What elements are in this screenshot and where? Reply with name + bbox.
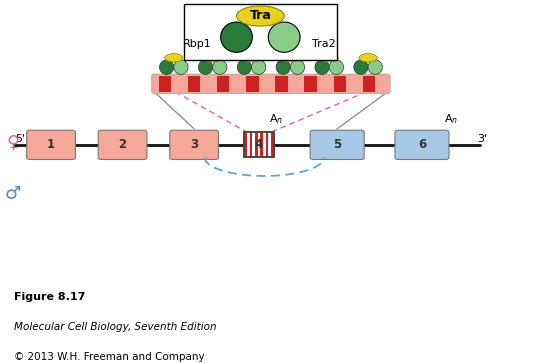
Text: Rbp1: Rbp1 — [182, 39, 211, 49]
Ellipse shape — [160, 60, 174, 74]
Ellipse shape — [237, 60, 251, 74]
Bar — [333, 76, 346, 92]
Bar — [260, 132, 263, 158]
Ellipse shape — [242, 54, 260, 62]
Bar — [244, 132, 273, 158]
Ellipse shape — [320, 54, 338, 62]
Bar — [255, 132, 258, 158]
Text: 2: 2 — [118, 138, 126, 151]
Bar — [188, 76, 200, 92]
Bar — [159, 76, 171, 92]
FancyBboxPatch shape — [170, 130, 219, 159]
Text: A$_n$: A$_n$ — [269, 112, 284, 126]
Text: 5': 5' — [15, 134, 25, 144]
Bar — [250, 132, 252, 158]
Ellipse shape — [251, 60, 266, 74]
Text: 3: 3 — [190, 138, 198, 151]
Text: ♂: ♂ — [5, 185, 21, 203]
Ellipse shape — [315, 60, 329, 74]
Text: 3': 3' — [478, 134, 488, 144]
Ellipse shape — [281, 54, 300, 62]
Ellipse shape — [165, 54, 183, 62]
Ellipse shape — [204, 54, 222, 62]
Ellipse shape — [236, 6, 284, 26]
Ellipse shape — [368, 60, 382, 74]
Bar — [271, 132, 273, 158]
Text: A$_n$: A$_n$ — [444, 112, 458, 126]
Text: 1: 1 — [47, 138, 55, 151]
FancyBboxPatch shape — [310, 130, 364, 159]
Text: Tra2: Tra2 — [312, 39, 336, 49]
Bar — [304, 76, 317, 92]
FancyBboxPatch shape — [152, 74, 390, 94]
Bar — [217, 76, 229, 92]
Bar — [363, 76, 375, 92]
Ellipse shape — [269, 22, 300, 52]
Ellipse shape — [354, 60, 368, 74]
Ellipse shape — [213, 60, 227, 74]
Bar — [266, 132, 269, 158]
FancyBboxPatch shape — [183, 4, 337, 60]
Text: Molecular Cell Biology, Seventh Edition: Molecular Cell Biology, Seventh Edition — [14, 322, 217, 332]
FancyBboxPatch shape — [98, 130, 147, 159]
Text: Tra: Tra — [249, 9, 271, 23]
Ellipse shape — [276, 60, 291, 74]
Text: 4: 4 — [255, 138, 263, 151]
FancyBboxPatch shape — [395, 130, 449, 159]
Bar — [244, 132, 247, 158]
Bar — [276, 76, 288, 92]
Ellipse shape — [174, 60, 188, 74]
FancyBboxPatch shape — [27, 130, 76, 159]
Ellipse shape — [291, 60, 304, 74]
Bar — [244, 132, 273, 158]
Bar — [246, 76, 258, 92]
Ellipse shape — [198, 60, 213, 74]
Text: Figure 8.17: Figure 8.17 — [14, 292, 85, 302]
Text: ♀: ♀ — [6, 133, 19, 151]
Ellipse shape — [221, 22, 252, 52]
Text: © 2013 W.H. Freeman and Company: © 2013 W.H. Freeman and Company — [14, 352, 205, 363]
Ellipse shape — [329, 60, 344, 74]
Text: 5: 5 — [333, 138, 341, 151]
Ellipse shape — [359, 54, 377, 62]
Text: 6: 6 — [418, 138, 426, 151]
